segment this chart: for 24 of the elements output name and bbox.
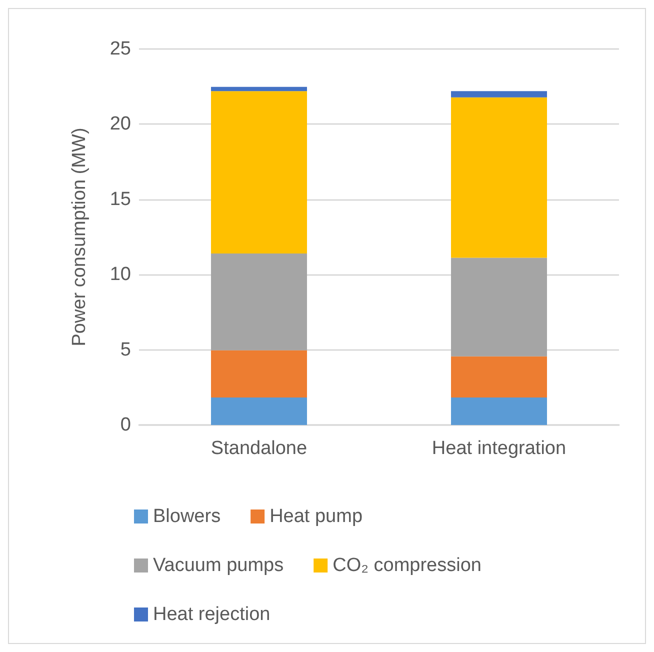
x-tick-label: Heat integration [432, 438, 566, 459]
legend-label: CO₂ compression [332, 555, 482, 576]
bar [211, 350, 307, 398]
bar [451, 397, 547, 425]
y-tick-label: 20 [110, 114, 131, 135]
y-tick-label: 15 [110, 188, 131, 210]
legend-label: Heat rejection [153, 604, 270, 625]
y-tick-label: 25 [110, 38, 131, 60]
bar [211, 86, 307, 92]
bar [211, 254, 307, 350]
bar [211, 397, 307, 425]
bar [211, 91, 307, 254]
legend-label: Heat pump [270, 506, 363, 527]
x-tick-label: Standalone [210, 438, 308, 459]
bar [451, 356, 547, 398]
legend-label: Blowers [153, 506, 221, 527]
y-tick-label: 5 [120, 339, 131, 360]
bar [451, 97, 547, 258]
y-tick-label: 10 [110, 264, 131, 286]
legend-label: Vacuum pumps [153, 555, 284, 576]
bar [451, 258, 547, 356]
y-tick-label: 0 [120, 414, 131, 436]
bar [451, 91, 547, 98]
y-axis-title: Power consumption (MW) [69, 128, 90, 346]
